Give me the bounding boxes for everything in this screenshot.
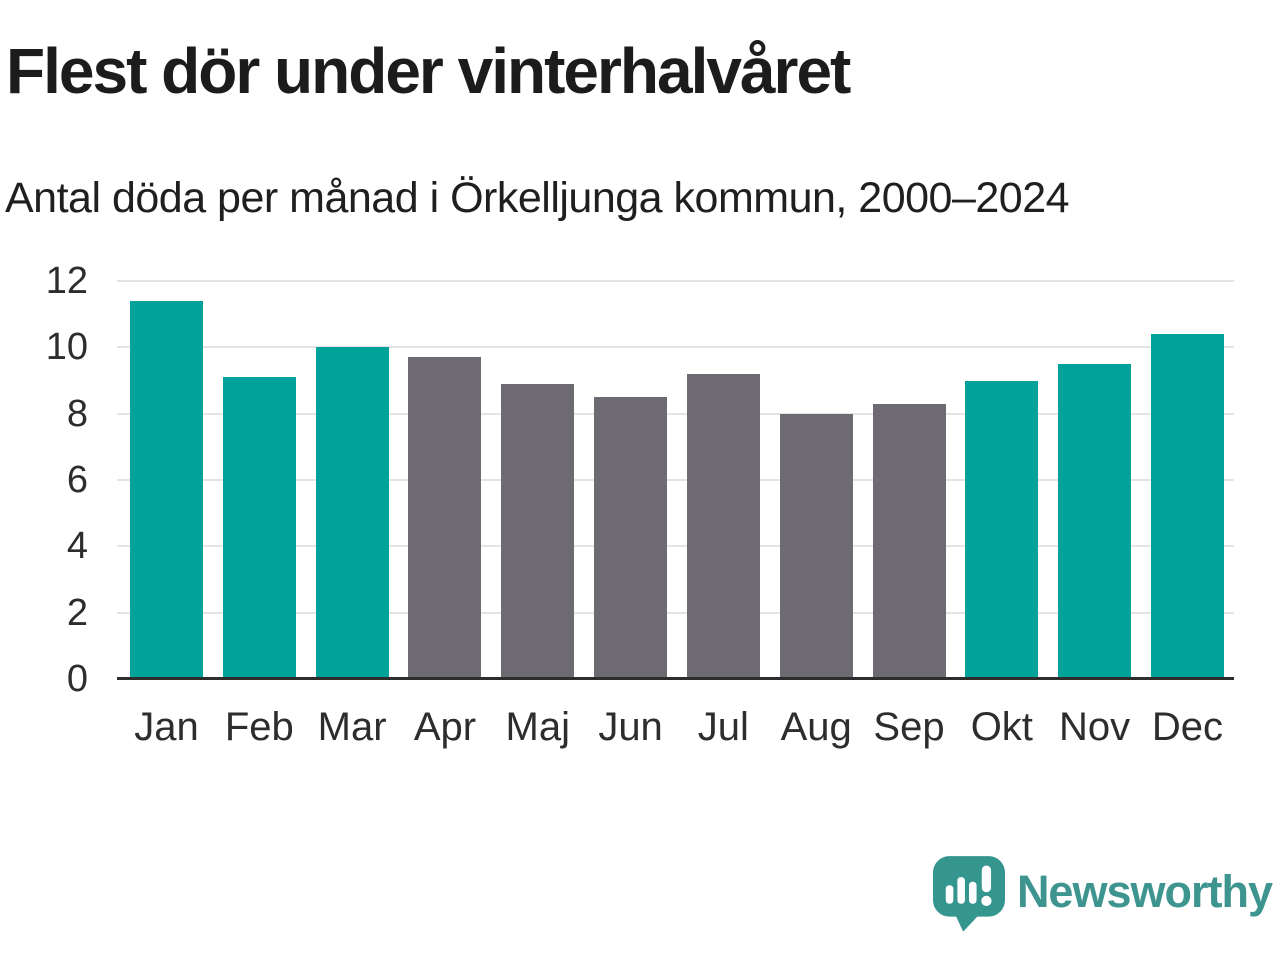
x-tick-label-feb: Feb — [224, 705, 294, 749]
bar-okt — [965, 380, 1039, 679]
x-tick-label-nov: Nov — [1059, 705, 1131, 749]
x-tick-label-aug: Aug — [780, 705, 852, 749]
y-axis-labels: 0 2 4 6 8 10 12 — [0, 0, 88, 760]
bar-jan — [130, 300, 203, 679]
x-tick-label-jan: Jan — [134, 705, 199, 749]
y-tick-label-2: 2 — [66, 591, 88, 634]
bar-feb — [222, 377, 296, 679]
y-tick-label-0: 0 — [66, 658, 88, 700]
gridline-4 — [117, 545, 1234, 548]
gridlines — [117, 280, 1234, 679]
x-tick-label-apr: Apr — [413, 705, 477, 749]
y-tick-label-12: 12 — [45, 260, 88, 302]
gridline-6 — [117, 479, 1234, 481]
bar-nov — [1058, 363, 1132, 679]
x-tick-label-dec: Dec — [1151, 705, 1223, 749]
bar-jul — [686, 373, 760, 679]
y-tick-label-10: 10 — [45, 326, 88, 369]
bars — [130, 281, 1224, 679]
bar-sep — [872, 403, 946, 679]
bar-dec — [1150, 334, 1224, 679]
bar-jun — [594, 397, 668, 679]
bar-mar — [315, 347, 389, 679]
x-axis-line — [117, 677, 1234, 680]
x-tick-label-okt: Okt — [970, 705, 1033, 749]
x-tick-label-sep: Sep — [873, 705, 945, 749]
chart-subtitle: Antal döda per månad i Örkelljunga kommu… — [5, 174, 1070, 222]
gridline-12 — [117, 280, 1234, 282]
newsworthy-logo: Newsworthy — [932, 856, 1273, 933]
y-tick-label-6: 6 — [66, 459, 88, 501]
y-tick-label-4: 4 — [66, 525, 88, 568]
gridline-2 — [117, 611, 1234, 614]
chart-title: Flest dör under vinterhalvåret — [6, 35, 851, 107]
x-tick-label-maj: Maj — [505, 705, 570, 749]
newsworthy-speech-bubble-chart-icon — [932, 856, 1005, 932]
gridline-10 — [117, 346, 1234, 349]
x-tick-label-jun: Jun — [598, 705, 663, 749]
x-axis-labels: Jan Feb Mar Apr Maj Jun Jul Aug Sep Okt Nov Dec — [130, 703, 1224, 751]
newsworthy-wordmark: Newsworthy — [1016, 866, 1273, 917]
x-tick-label-jul: Jul — [697, 705, 749, 749]
gridline-8 — [117, 412, 1234, 415]
bar-apr — [408, 357, 482, 679]
bar-aug — [779, 413, 853, 679]
x-tick-label-mar: Mar — [317, 705, 387, 749]
y-tick-label-8: 8 — [66, 392, 88, 435]
bar-maj — [501, 383, 575, 679]
